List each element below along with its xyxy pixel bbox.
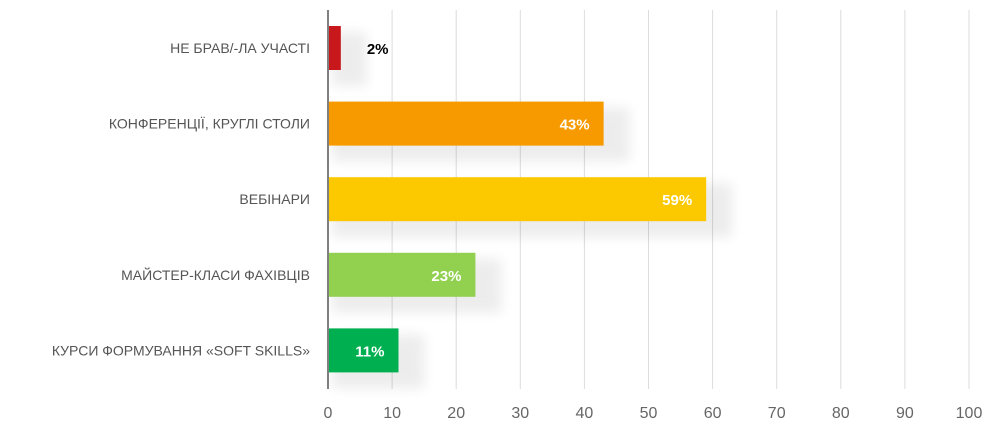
data-label: 23% — [431, 268, 461, 285]
x-tick-label: 80 — [832, 405, 850, 422]
data-label: 11% — [355, 343, 384, 360]
bar — [328, 101, 604, 146]
x-tick-label: 60 — [704, 405, 722, 422]
x-tick-label: 70 — [768, 405, 786, 422]
category-label: КОНФЕРЕНЦІЇ, КРУГЛІ СТОЛИ — [109, 116, 310, 132]
category-label: НЕ БРАВ/-ЛА УЧАСТІ — [170, 40, 310, 56]
x-tick-label: 10 — [383, 405, 401, 422]
x-tick-label: 0 — [324, 405, 333, 422]
x-tick-label: 50 — [640, 405, 658, 422]
data-label: 2% — [367, 41, 389, 58]
bar — [328, 26, 341, 70]
bar — [328, 328, 399, 373]
category-label: КУРСИ ФОРМУВАННЯ «SOFT SKILLS» — [52, 342, 310, 358]
data-label: 43% — [560, 117, 590, 134]
data-label: 59% — [662, 192, 692, 209]
bars — [328, 26, 707, 373]
x-tick-label: 30 — [511, 405, 529, 422]
category-label: МАЙСТЕР-КЛАСИ ФАХІВЦІВ — [121, 266, 310, 283]
x-tick-label: 90 — [896, 405, 914, 422]
bar — [328, 252, 476, 297]
bar — [328, 177, 707, 222]
x-tick-label: 20 — [447, 405, 465, 422]
category-label: ВЕБІНАРИ — [239, 191, 310, 207]
x-tick-label: 40 — [576, 405, 594, 422]
x-tick-label: 100 — [956, 405, 983, 422]
labels: 0 10 20 30 40 50 60 70 80 90 100 НЕ БРАВ/-ЛА УЧАСТІ… — [52, 40, 983, 422]
